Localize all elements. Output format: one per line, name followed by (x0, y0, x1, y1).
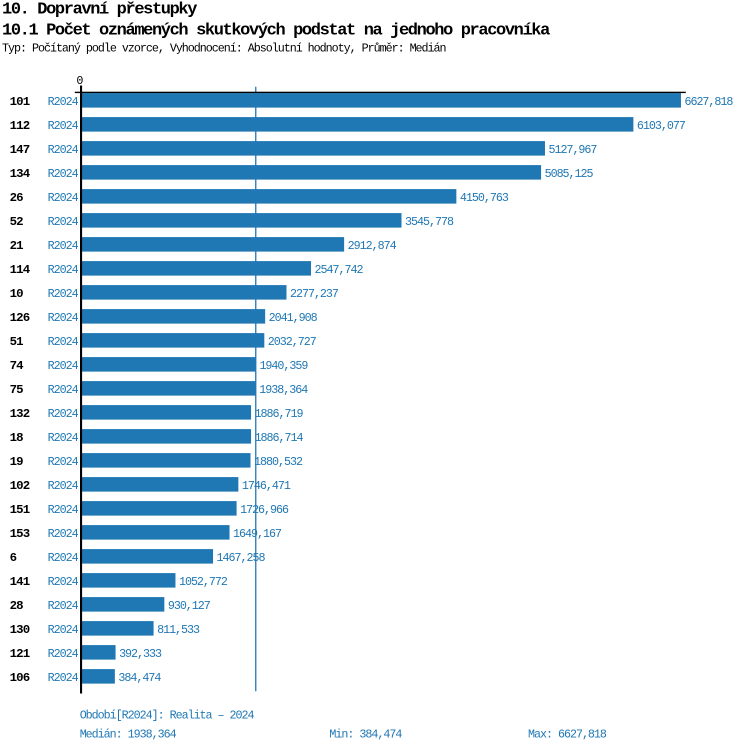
svg-text:Typ: Počítaný podle vzorce, Vy: Typ: Počítaný podle vzorce, Vyhodnocení:… (2, 42, 446, 56)
svg-text:19: 19 (10, 455, 24, 469)
svg-text:1649,167: 1649,167 (233, 527, 282, 541)
svg-text:R2024: R2024 (48, 359, 79, 373)
svg-text:18: 18 (10, 431, 24, 445)
svg-text:6: 6 (10, 551, 17, 565)
svg-text:28: 28 (10, 599, 24, 613)
svg-text:R2024: R2024 (48, 383, 79, 397)
svg-text:R2024: R2024 (48, 671, 79, 685)
svg-text:1886,714: 1886,714 (255, 431, 304, 445)
svg-text:130: 130 (10, 623, 30, 637)
svg-text:930,127: 930,127 (168, 599, 211, 613)
svg-text:R2024: R2024 (48, 623, 79, 637)
svg-text:R2024: R2024 (48, 647, 79, 661)
svg-text:1467,258: 1467,258 (217, 551, 266, 565)
svg-text:147: 147 (10, 143, 30, 157)
svg-text:101: 101 (10, 95, 30, 109)
svg-text:Min: 384,474: Min: 384,474 (329, 728, 402, 742)
svg-text:R2024: R2024 (48, 239, 79, 253)
svg-text:1886,719: 1886,719 (255, 407, 304, 421)
svg-text:2547,742: 2547,742 (315, 263, 364, 277)
svg-text:811,533: 811,533 (157, 623, 200, 637)
svg-text:R2024: R2024 (48, 407, 79, 421)
svg-text:R2024: R2024 (48, 191, 79, 205)
svg-text:R2024: R2024 (48, 143, 79, 157)
svg-text:1880,532: 1880,532 (254, 455, 303, 469)
svg-text:106: 106 (10, 671, 30, 685)
svg-text:26: 26 (10, 191, 24, 205)
svg-text:3545,778: 3545,778 (405, 215, 454, 229)
svg-text:384,474: 384,474 (118, 671, 161, 685)
svg-text:R2024: R2024 (48, 311, 79, 325)
svg-text:R2024: R2024 (48, 287, 79, 301)
svg-text:R2024: R2024 (48, 527, 79, 541)
svg-text:52: 52 (10, 215, 24, 229)
svg-text:R2024: R2024 (48, 95, 79, 109)
svg-text:141: 141 (10, 575, 30, 589)
svg-text:0: 0 (76, 74, 83, 88)
svg-text:R2024: R2024 (48, 503, 79, 517)
svg-text:5085,125: 5085,125 (545, 167, 594, 181)
svg-text:2041,908: 2041,908 (269, 311, 318, 325)
svg-text:6627,818: 6627,818 (684, 95, 733, 109)
svg-text:10: 10 (10, 287, 24, 301)
svg-text:2912,874: 2912,874 (348, 239, 397, 253)
svg-text:5127,967: 5127,967 (548, 143, 597, 157)
svg-text:75: 75 (10, 383, 24, 397)
svg-text:6103,077: 6103,077 (637, 119, 686, 133)
svg-text:51: 51 (10, 335, 24, 349)
svg-text:1052,772: 1052,772 (179, 575, 228, 589)
svg-text:21: 21 (10, 239, 24, 253)
svg-text:392,333: 392,333 (119, 647, 162, 661)
svg-text:134: 134 (10, 167, 31, 181)
svg-text:R2024: R2024 (48, 551, 79, 565)
svg-text:R2024: R2024 (48, 479, 79, 493)
svg-text:1940,359: 1940,359 (259, 359, 308, 373)
svg-text:R2024: R2024 (48, 455, 79, 469)
svg-text:151: 151 (10, 503, 30, 517)
svg-text:112: 112 (10, 119, 30, 133)
svg-text:10. Dopravní přestupky: 10. Dopravní přestupky (2, 0, 197, 19)
svg-text:126: 126 (10, 311, 30, 325)
svg-text:102: 102 (10, 479, 30, 493)
svg-text:1726,966: 1726,966 (240, 503, 289, 517)
svg-text:R2024: R2024 (48, 119, 79, 133)
svg-text:132: 132 (10, 407, 30, 421)
svg-text:1746,471: 1746,471 (242, 479, 291, 493)
svg-text:R2024: R2024 (48, 431, 79, 445)
svg-text:4150,763: 4150,763 (460, 191, 509, 205)
svg-text:121: 121 (10, 647, 30, 661)
svg-text:2277,237: 2277,237 (290, 287, 339, 301)
svg-text:Medián: 1938,364: Medián: 1938,364 (80, 728, 177, 742)
svg-text:R2024: R2024 (48, 167, 79, 181)
svg-text:10.1 Počet oznámených skutkový: 10.1 Počet oznámených skutkových podstat… (2, 22, 550, 41)
svg-text:R2024: R2024 (48, 599, 79, 613)
svg-text:114: 114 (10, 263, 31, 277)
svg-text:2032,727: 2032,727 (268, 335, 317, 349)
svg-text:R2024: R2024 (48, 215, 79, 229)
svg-text:153: 153 (10, 527, 30, 541)
svg-text:R2024: R2024 (48, 335, 79, 349)
svg-text:R2024: R2024 (48, 263, 79, 277)
svg-text:74: 74 (10, 359, 25, 373)
svg-text:1938,364: 1938,364 (259, 383, 308, 397)
svg-text:R2024: R2024 (48, 575, 79, 589)
svg-text:Max: 6627,818: Max: 6627,818 (528, 728, 607, 742)
svg-text:Období[R2024]: Realita – 2024: Období[R2024]: Realita – 2024 (80, 709, 255, 723)
